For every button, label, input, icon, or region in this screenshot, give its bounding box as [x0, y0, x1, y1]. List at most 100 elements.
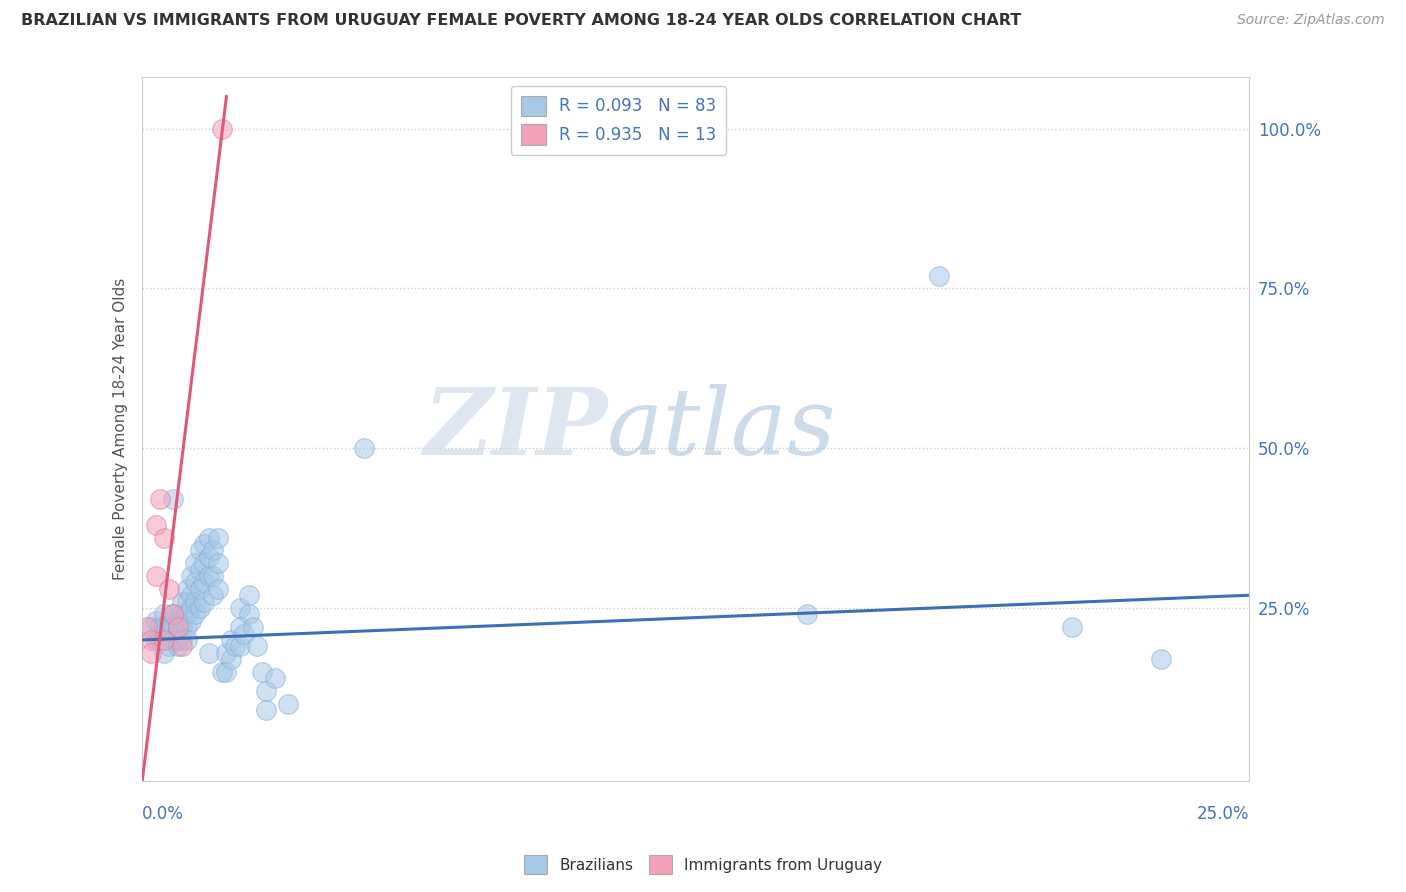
Point [197, 549, 219, 564]
Point [166, 632, 188, 647]
Point [166, 640, 188, 654]
Point [172, 632, 194, 647]
Point [172, 614, 194, 628]
Point [145, 632, 167, 647]
Point [211, 665, 233, 679]
Point [162, 607, 184, 622]
Point [176, 607, 198, 622]
Point [172, 640, 194, 654]
Point [153, 632, 176, 647]
Point [796, 607, 818, 622]
Point [157, 626, 180, 640]
Point [149, 632, 172, 647]
Point [157, 620, 180, 634]
Point [229, 620, 252, 634]
Point [172, 607, 194, 622]
Legend: Brazilians, Immigrants from Uruguay: Brazilians, Immigrants from Uruguay [519, 849, 887, 880]
Point [219, 632, 242, 647]
Point [202, 569, 225, 583]
Point [145, 614, 167, 628]
Point [176, 582, 198, 596]
Point [184, 575, 207, 590]
Point [141, 632, 163, 647]
Point [145, 569, 167, 583]
Point [1150, 652, 1173, 666]
Point [153, 620, 176, 634]
Point [1062, 620, 1084, 634]
Point [238, 588, 260, 602]
Point [188, 543, 211, 558]
Point [172, 620, 194, 634]
Point [141, 646, 163, 660]
Point [176, 620, 198, 634]
Point [166, 614, 188, 628]
Point [145, 517, 167, 532]
Point [202, 543, 225, 558]
Point [166, 620, 188, 634]
Point [176, 632, 198, 647]
Point [153, 607, 176, 622]
Point [188, 563, 211, 577]
Text: Source: ZipAtlas.com: Source: ZipAtlas.com [1237, 13, 1385, 28]
Point [180, 601, 202, 615]
Point [135, 620, 157, 634]
Point [353, 441, 375, 455]
Point [277, 697, 299, 711]
Point [184, 607, 207, 622]
Point [207, 531, 229, 545]
Point [193, 594, 215, 608]
Point [153, 531, 176, 545]
Point [246, 640, 269, 654]
Point [172, 594, 194, 608]
Text: 0.0%: 0.0% [142, 805, 184, 823]
Text: BRAZILIAN VS IMMIGRANTS FROM URUGUAY FEMALE POVERTY AMONG 18-24 YEAR OLDS CORREL: BRAZILIAN VS IMMIGRANTS FROM URUGUAY FEM… [21, 13, 1021, 29]
Point [242, 620, 264, 634]
Point [215, 665, 238, 679]
Point [184, 556, 207, 570]
Point [254, 703, 277, 717]
Point [193, 556, 215, 570]
Point [207, 556, 229, 570]
Y-axis label: Female Poverty Among 18-24 Year Olds: Female Poverty Among 18-24 Year Olds [114, 278, 128, 580]
Point [215, 646, 238, 660]
Point [180, 614, 202, 628]
Point [149, 492, 172, 507]
Point [157, 640, 180, 654]
Point [188, 582, 211, 596]
Point [141, 620, 163, 634]
Point [238, 607, 260, 622]
Text: ZIP: ZIP [423, 384, 607, 474]
Point [162, 632, 184, 647]
Point [250, 665, 273, 679]
Point [219, 652, 242, 666]
Point [162, 607, 184, 622]
Point [180, 588, 202, 602]
Point [193, 575, 215, 590]
Point [153, 646, 176, 660]
Point [207, 582, 229, 596]
Point [211, 121, 233, 136]
Point [197, 531, 219, 545]
Text: atlas: atlas [607, 384, 837, 474]
Point [264, 671, 287, 685]
Point [188, 601, 211, 615]
Point [233, 626, 256, 640]
Point [928, 268, 950, 283]
Point [229, 601, 252, 615]
Point [153, 632, 176, 647]
Point [162, 492, 184, 507]
Point [166, 626, 188, 640]
Point [224, 640, 246, 654]
Point [149, 626, 172, 640]
Point [202, 588, 225, 602]
Point [193, 537, 215, 551]
Point [149, 620, 172, 634]
Point [184, 594, 207, 608]
Point [176, 594, 198, 608]
Point [166, 620, 188, 634]
Legend: R = 0.093   N = 83, R = 0.935   N = 13: R = 0.093 N = 83, R = 0.935 N = 13 [510, 86, 725, 155]
Point [157, 614, 180, 628]
Point [162, 620, 184, 634]
Point [229, 640, 252, 654]
Point [254, 684, 277, 698]
